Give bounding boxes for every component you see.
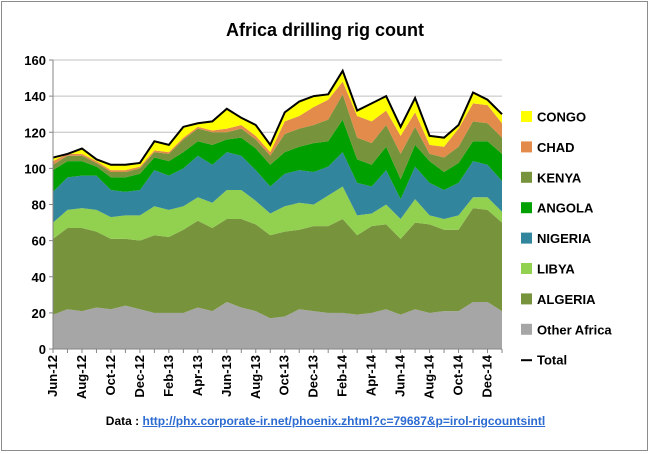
x-tick-label-dec-14: Dec-14 [480, 354, 495, 397]
y-tick-label-100: 100 [24, 161, 46, 176]
legend-swatch-angola [521, 202, 532, 214]
x-tick-label-dec-13: Dec-13 [306, 355, 321, 398]
y-tick-label-40: 40 [32, 270, 46, 285]
area-algeria [53, 208, 502, 319]
x-tick-label-aug-14: Aug-14 [422, 354, 437, 399]
legend-swatch-algeria [521, 293, 532, 305]
x-tick-label-jun-14: Jun-14 [393, 354, 408, 397]
total-line-group [52, 68, 503, 166]
x-tick-label-aug-13: Aug-13 [248, 355, 263, 399]
legend-swatch-chad [521, 141, 532, 153]
legend-label-nigeria: NIGERIA [537, 231, 592, 246]
legend-label-angola: ANGOLA [537, 201, 594, 216]
total-line [52, 68, 503, 166]
source-link[interactable]: http://phx.corporate-ir.net/phoenix.zhtm… [142, 414, 546, 428]
x-tick-label-aug-12: Aug-12 [74, 355, 89, 399]
area-other-africa [53, 302, 502, 349]
legend-swatch-other-africa [521, 323, 532, 335]
source-note: Data : http://phx.corporate-ir.net/phoen… [0, 414, 651, 428]
x-tick-label-feb-13: Feb-13 [161, 355, 176, 397]
area-kenya [53, 94, 502, 180]
legend-label-algeria: ALGERIA [537, 292, 596, 307]
x-tick-label-feb-14: Feb-14 [335, 354, 350, 397]
x-tick-label-oct-12: Oct-12 [103, 355, 118, 395]
legend-swatch-congo [521, 111, 532, 122]
y-tick-label-80: 80 [32, 198, 46, 213]
x-tick-label-oct-13: Oct-13 [277, 355, 292, 395]
legend-swatch-kenya [521, 171, 532, 183]
legend-label-libya: LIBYA [537, 262, 575, 277]
chart-title: Africa drilling rig count [226, 20, 424, 40]
legend-label-total: Total [537, 353, 567, 368]
x-tick-label-oct-14: Oct-14 [451, 354, 466, 395]
area-libya [53, 186, 502, 241]
legend-swatch-nigeria [521, 232, 532, 244]
legend-label-chad: CHAD [537, 140, 575, 155]
y-tick-label-160: 160 [24, 53, 46, 68]
legend-label-other-africa: Other Africa [537, 322, 612, 337]
y-tick-label-120: 120 [24, 125, 46, 140]
x-tick-label-dec-12: Dec-12 [132, 355, 147, 398]
area-nigeria [53, 152, 502, 223]
x-tick-label-jun-12: Jun-12 [45, 355, 60, 397]
area-chad [53, 81, 502, 172]
stacked-areas [53, 70, 502, 349]
legend-swatch-libya [521, 263, 532, 274]
x-axis-ticks: Jun-12 Aug-12 Oct-12 Dec-12 Feb-13 Apr-13 Jun-… [45, 349, 503, 399]
x-tick-label-apr-14: Apr-14 [364, 354, 379, 396]
y-tick-label-20: 20 [32, 306, 46, 321]
y-tick-label-140: 140 [24, 89, 46, 104]
source-label: Data : [105, 414, 143, 428]
legend-label-congo: CONGO [537, 110, 586, 125]
legend: CONGO CHAD KENYA ANGOLA NIGERIA LIBYA ALGERIA O… [521, 110, 612, 368]
y-tick-label-60: 60 [32, 234, 46, 249]
y-tick-label-0: 0 [39, 342, 46, 357]
area-congo [53, 70, 502, 171]
x-tick-label-apr-13: Apr-13 [190, 355, 205, 396]
y-axis-ticks: 0 20 40 60 80 100 120 140 160 [24, 53, 53, 357]
legend-label-kenya: KENYA [537, 170, 582, 185]
area-angola [53, 119, 502, 200]
x-tick-label-jun-13: Jun-13 [219, 355, 234, 397]
